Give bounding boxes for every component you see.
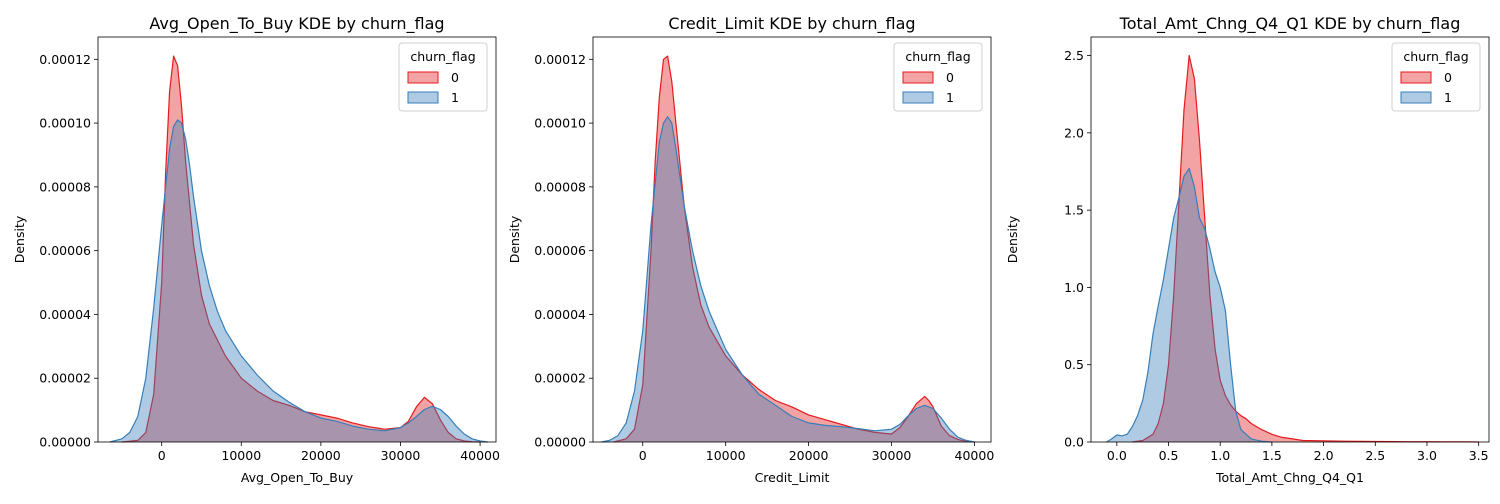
chart-panel-1: 0 10000 20000 30000 40000 0.00000 0.00002 0.000… bbox=[12, 14, 500, 485]
x-tick-label: 40000 bbox=[460, 448, 500, 463]
chart-title: Avg_Open_To_Buy KDE by churn_flag bbox=[149, 14, 444, 34]
chart-title: Total_Amt_Chng_Q4_Q1 KDE by churn_flag bbox=[1119, 14, 1461, 34]
y-tick-label: 2.0 bbox=[1064, 125, 1084, 140]
x-tick-label: 30000 bbox=[381, 448, 421, 463]
legend-title: churn_flag bbox=[905, 49, 970, 64]
kde-area-series-1 bbox=[601, 116, 975, 442]
kde-line-series-0 bbox=[1132, 54, 1479, 443]
x-tick-label: 0 bbox=[639, 448, 647, 463]
x-tick-label: 1.5 bbox=[1262, 448, 1282, 463]
y-tick-label: 0.00010 bbox=[39, 116, 91, 131]
x-tick-label: 10000 bbox=[706, 448, 746, 463]
legend-label-1: 1 bbox=[946, 90, 954, 105]
x-tick-label: 3.0 bbox=[1417, 448, 1437, 463]
x-tick-label: 2.5 bbox=[1365, 448, 1385, 463]
y-tick-label: 0.00012 bbox=[39, 52, 91, 67]
x-tick-label: 40000 bbox=[955, 448, 995, 463]
y-tick-label: 0.00006 bbox=[39, 243, 91, 258]
legend-title: churn_flag bbox=[1403, 49, 1468, 64]
x-tick-label: 3.5 bbox=[1469, 448, 1489, 463]
legend-swatch-0 bbox=[407, 71, 439, 84]
axes-frame bbox=[592, 36, 992, 443]
x-axis-label: Avg_Open_To_Buy bbox=[241, 470, 354, 485]
x-tick-label: 0 bbox=[158, 448, 166, 463]
y-tick-label: 1.5 bbox=[1064, 203, 1084, 218]
axes-frame bbox=[97, 36, 497, 443]
y-tick-label: 0.5 bbox=[1064, 357, 1084, 372]
chart-title: Credit_Limit KDE by churn_flag bbox=[668, 14, 915, 34]
y-tick-label: 0.00010 bbox=[534, 116, 586, 131]
x-tick-label: 20000 bbox=[301, 448, 341, 463]
x-tick-label: 30000 bbox=[872, 448, 912, 463]
x-axis-label: Total_Amt_Chng_Q4_Q1 bbox=[1215, 470, 1364, 485]
x-tick-label: 20000 bbox=[789, 448, 829, 463]
y-tick-label: 0.00002 bbox=[39, 371, 91, 386]
y-tick-label: 0.00008 bbox=[534, 179, 586, 194]
chart-panel-2: 0 10000 20000 30000 40000 0.00000 0.00002 0.000… bbox=[507, 14, 994, 485]
x-tick-label: 1.0 bbox=[1210, 448, 1230, 463]
legend-label-0: 0 bbox=[451, 70, 459, 85]
x-tick-label: 10000 bbox=[221, 448, 261, 463]
y-tick-label: 0.00012 bbox=[534, 52, 586, 67]
y-axis-label: Density bbox=[507, 215, 522, 263]
kde-line-series-1 bbox=[109, 119, 489, 443]
legend-swatch-0 bbox=[902, 71, 934, 84]
legend-label-1: 1 bbox=[1444, 90, 1452, 105]
legend-label-1: 1 bbox=[451, 90, 459, 105]
kde-line-series-1 bbox=[601, 116, 975, 443]
legend-label-0: 0 bbox=[1444, 70, 1452, 85]
kde-line-series-0 bbox=[613, 55, 975, 443]
legend-title: churn_flag bbox=[410, 49, 475, 64]
legend-swatch-1 bbox=[1400, 91, 1432, 104]
legend-swatch-1 bbox=[902, 91, 934, 104]
legend-box bbox=[1391, 42, 1481, 112]
kde-area-series-0 bbox=[1132, 55, 1479, 442]
x-tick-label: 0.5 bbox=[1159, 448, 1179, 463]
legend-label-0: 0 bbox=[946, 70, 954, 85]
y-tick-label: 0.0 bbox=[1064, 435, 1084, 450]
kde-area-series-1 bbox=[1106, 168, 1272, 442]
x-tick-label: 2.0 bbox=[1314, 448, 1334, 463]
kde-area-series-0 bbox=[613, 56, 975, 442]
chart-panel-3: 0.0 0.5 1.0 1.5 2.0 2.5 3.0 3.5 0.0 0.5 1.0 1.5 2.0 2… bbox=[1005, 14, 1490, 485]
y-tick-label: 0.00000 bbox=[39, 435, 91, 450]
y-tick-label: 2.5 bbox=[1064, 48, 1084, 63]
kde-area-series-0 bbox=[121, 56, 481, 442]
legend-swatch-1 bbox=[407, 91, 439, 104]
x-tick-label: 0.0 bbox=[1107, 448, 1127, 463]
kde-line-series-1 bbox=[1106, 167, 1272, 443]
y-tick-label: 0.00008 bbox=[39, 179, 91, 194]
y-tick-label: 0.00004 bbox=[39, 307, 91, 322]
y-tick-label: 0.00000 bbox=[534, 435, 586, 450]
y-tick-label: 0.00004 bbox=[534, 307, 586, 322]
kde-area-series-1 bbox=[109, 119, 489, 443]
legend-swatch-0 bbox=[1400, 71, 1432, 84]
y-axis-label: Density bbox=[12, 215, 27, 263]
axes-frame bbox=[1090, 36, 1490, 443]
legend-box bbox=[398, 42, 488, 112]
legend-box bbox=[893, 42, 983, 112]
y-tick-label: 0.00006 bbox=[534, 243, 586, 258]
y-axis-label: Density bbox=[1005, 215, 1020, 263]
y-tick-label: 1.0 bbox=[1064, 280, 1084, 295]
x-axis-label: Credit_Limit bbox=[755, 470, 830, 485]
y-tick-label: 0.00002 bbox=[534, 371, 586, 386]
